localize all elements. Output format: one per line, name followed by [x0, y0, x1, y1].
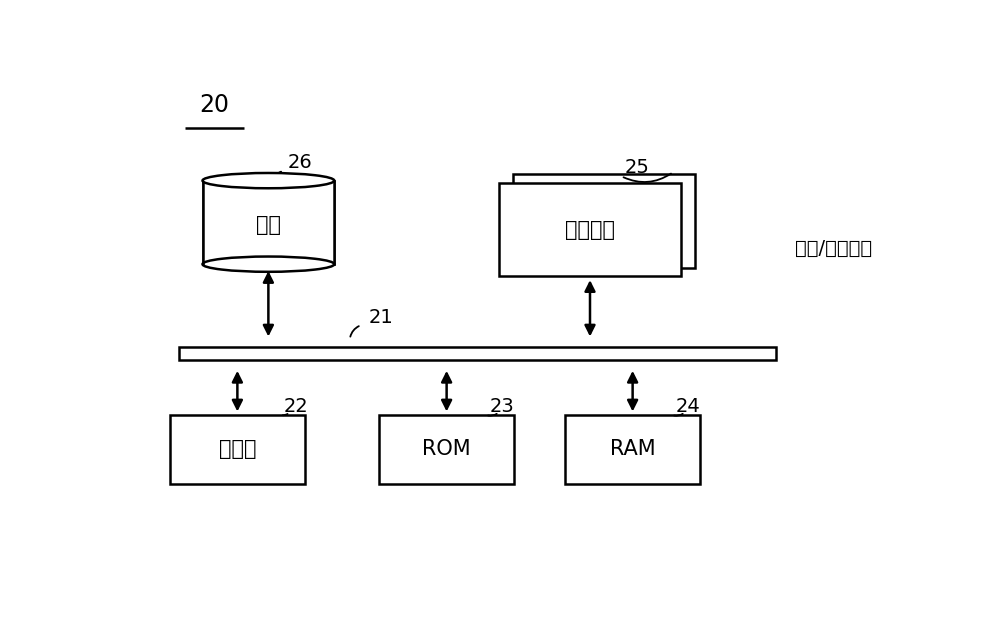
Bar [379, 415, 514, 484]
Bar [513, 174, 695, 267]
Bar [499, 183, 681, 276]
Text: 来自/去往网络: 来自/去往网络 [795, 239, 872, 258]
Text: 22: 22 [284, 397, 309, 415]
Text: 25: 25 [625, 158, 650, 177]
Text: RAM: RAM [610, 439, 655, 459]
Text: ROM: ROM [422, 439, 471, 459]
Text: 23: 23 [489, 397, 514, 415]
Ellipse shape [202, 173, 334, 188]
Bar [565, 415, 700, 484]
Text: 21: 21 [369, 308, 394, 327]
Bar [202, 180, 334, 264]
Bar [179, 347, 776, 360]
Text: 26: 26 [288, 153, 312, 172]
Text: 处理器: 处理器 [219, 439, 256, 459]
Text: 硬盘: 硬盘 [256, 215, 281, 235]
Text: 通信端口: 通信端口 [565, 219, 615, 239]
Ellipse shape [202, 257, 334, 272]
Text: 20: 20 [199, 94, 229, 117]
Bar [170, 415, 305, 484]
Text: 24: 24 [675, 397, 700, 415]
